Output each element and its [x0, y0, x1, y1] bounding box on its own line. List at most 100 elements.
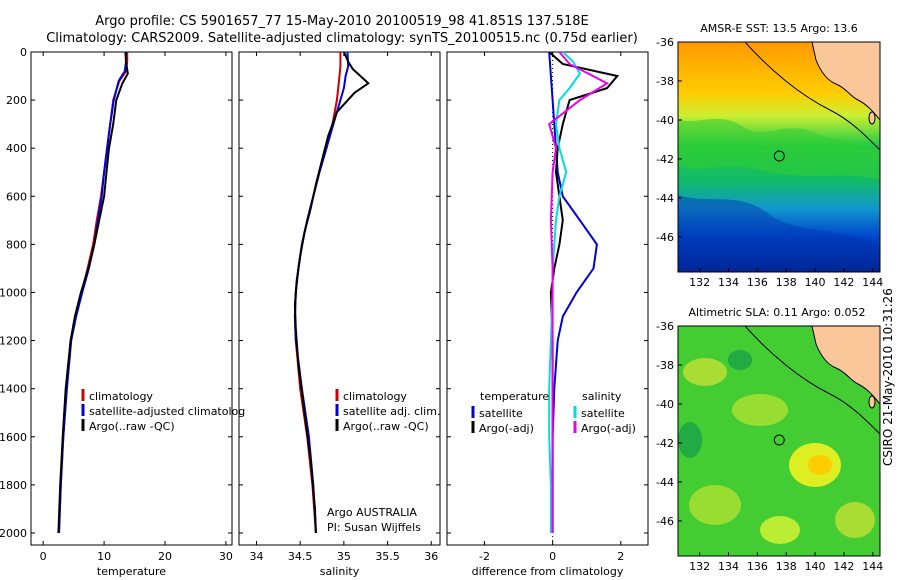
temperature-x-tick-label: 20 [158, 550, 172, 563]
salinity-x-tick-label: 34.5 [288, 550, 313, 563]
sla-map-x-tick-label: 134 [718, 560, 739, 573]
sst-map-x-tick-label: 138 [776, 276, 797, 289]
sla-map-x-tick-label: 132 [689, 560, 710, 573]
figure-title-line1: Argo profile: CS 5901657_77 15-May-2010 … [95, 14, 588, 29]
sst-island [868, 111, 876, 125]
salinity-legend-label: satellite adj. clim. [343, 405, 440, 418]
salinity-x-tick-label: 35.5 [375, 550, 400, 563]
depth-tick-label: 1000 [0, 286, 27, 299]
sla-anomaly-6 [760, 516, 800, 544]
sst-map-x-tick-label: 140 [805, 276, 826, 289]
sla-anomaly-9 [678, 422, 702, 458]
sla-map-y-tick-label: -38 [656, 359, 674, 372]
sst-coastline-contour [744, 42, 880, 151]
sst-map-y-tick-label: -38 [656, 75, 674, 88]
difference-panel: -2 0 2 difference from climatology temperatu… [446, 51, 649, 578]
depth-tick-label: 1400 [0, 383, 27, 396]
legend-title-salinity: salinity [582, 390, 622, 403]
sst-float-marker [773, 150, 785, 162]
sla-anomaly-5 [689, 485, 741, 525]
temperature-panel: 0 10 20 30 0 200 400 600 800 1000 1200 1400 1600 1800… [0, 46, 245, 578]
legend-title-temperature: temperature [480, 390, 549, 403]
sla-map-panel: Altimetric SLA: 0.11 Argo: 0.052 132 134 1… [656, 306, 883, 573]
sst-warm-patch [678, 118, 880, 180]
sst-map-y-tick-label: -46 [656, 231, 674, 244]
temperature-x-tick-label: 10 [97, 550, 111, 563]
sla-map-x-tick-label: 140 [805, 560, 826, 573]
sla-coastline-contour [744, 326, 880, 435]
difference-x-label: difference from climatology [472, 565, 624, 578]
salinity-frame [238, 51, 441, 546]
sla-anomaly-2 [732, 394, 788, 426]
salinity-x-tick-label: 36 [424, 550, 438, 563]
difference-x-tick-label: -2 [479, 550, 490, 563]
temperature-legend-label: Argo(..raw -QC) [89, 420, 175, 433]
depth-tick-label: 2000 [0, 527, 27, 540]
temperature-x-tick-label: 30 [219, 550, 233, 563]
sla-map-y-tick-label: -46 [656, 515, 674, 528]
sst-map-y-tick-label: -40 [656, 114, 674, 127]
salinity-x-label: salinity [320, 565, 360, 578]
depth-tick-label: 800 [6, 238, 27, 251]
depth-tick-label: 1800 [0, 479, 27, 492]
sst-cold-patch [678, 195, 880, 272]
sst-map-x-tick-label: 134 [718, 276, 739, 289]
sst-map-x-tick-label: 136 [747, 276, 768, 289]
temperature-series-line [58, 52, 129, 534]
difference-legend-label: satellite [479, 407, 523, 420]
salinity-x-tick-label: 35 [337, 550, 351, 563]
temperature-frame [30, 51, 233, 546]
difference-legend-label: satellite [581, 407, 625, 420]
sst-map-x-tick-label: 132 [689, 276, 710, 289]
salinity-panel: 34 34.5 35 35.5 36 salinity climatology satelli… [238, 51, 441, 578]
figure-title-line2: Climatology: CARS2009. Satellite-adjuste… [46, 31, 638, 46]
temperature-legend-label: climatology [89, 390, 153, 403]
difference-legend-label: Argo(-adj) [581, 422, 636, 435]
salinity-legend-label: climatology [343, 390, 407, 403]
sst-map-y-tick-label: -44 [656, 192, 674, 205]
temperature-x-tick-label: 0 [40, 550, 47, 563]
sst-map-frame [677, 41, 881, 273]
side-stamp: CSIRO 21-May-2010 10:31:26 [881, 288, 895, 466]
sla-map-x-tick-label: 136 [747, 560, 768, 573]
sst-map-title: AMSR-E SST: 13.5 Argo: 13.6 [700, 22, 858, 35]
sla-map-x-tick-label: 144 [862, 560, 883, 573]
salinity-series-line [293, 51, 370, 534]
depth-tick-label: 1600 [0, 431, 27, 444]
depth-tick-label: 0 [20, 46, 27, 59]
sst-map-x-tick-label: 144 [862, 276, 883, 289]
difference-series-line [548, 51, 582, 533]
provider-note: PI: Susan Wijffels [327, 521, 421, 534]
depth-tick-label: 1200 [0, 335, 27, 348]
difference-legend-label: Argo(-adj) [479, 422, 534, 435]
sla-anomaly-8 [728, 350, 752, 370]
sla-map-y-tick-label: -42 [656, 437, 674, 450]
salinity-x-tick-label: 34 [249, 550, 263, 563]
sst-map-y-tick-label: -36 [656, 36, 674, 49]
sla-anomaly-4 [808, 455, 832, 475]
temperature-x-label: temperature [97, 565, 166, 578]
difference-series-line [548, 51, 620, 533]
sst-map-y-tick-label: -42 [656, 153, 674, 166]
sla-map-x-tick-label: 142 [833, 560, 854, 573]
sla-map-title: Altimetric SLA: 0.11 Argo: 0.052 [688, 306, 865, 319]
temperature-series-line [58, 52, 127, 534]
sla-map-x-tick-label: 138 [776, 560, 797, 573]
sla-map-y-tick-label: -36 [656, 320, 674, 333]
sla-float-marker [773, 434, 785, 446]
sla-anomaly-7 [835, 502, 875, 538]
depth-tick-label: 200 [6, 94, 27, 107]
depth-tick-label: 600 [6, 190, 27, 203]
temperature-legend-label: satellite-adjusted climatolog [89, 405, 245, 418]
provider-note: Argo AUSTRALIA [327, 506, 417, 519]
temperature-series-line [57, 51, 129, 534]
sla-anomaly-1 [683, 358, 727, 386]
difference-frame [446, 51, 649, 546]
difference-x-tick-label: 0 [549, 550, 556, 563]
sst-map-panel: AMSR-E SST: 13.5 Argo: 13.6 132 134 136 138… [656, 22, 883, 289]
depth-tick-label: 400 [6, 142, 27, 155]
sla-island [868, 395, 876, 409]
salinity-series-line [293, 51, 350, 534]
difference-x-tick-label: 2 [617, 550, 624, 563]
